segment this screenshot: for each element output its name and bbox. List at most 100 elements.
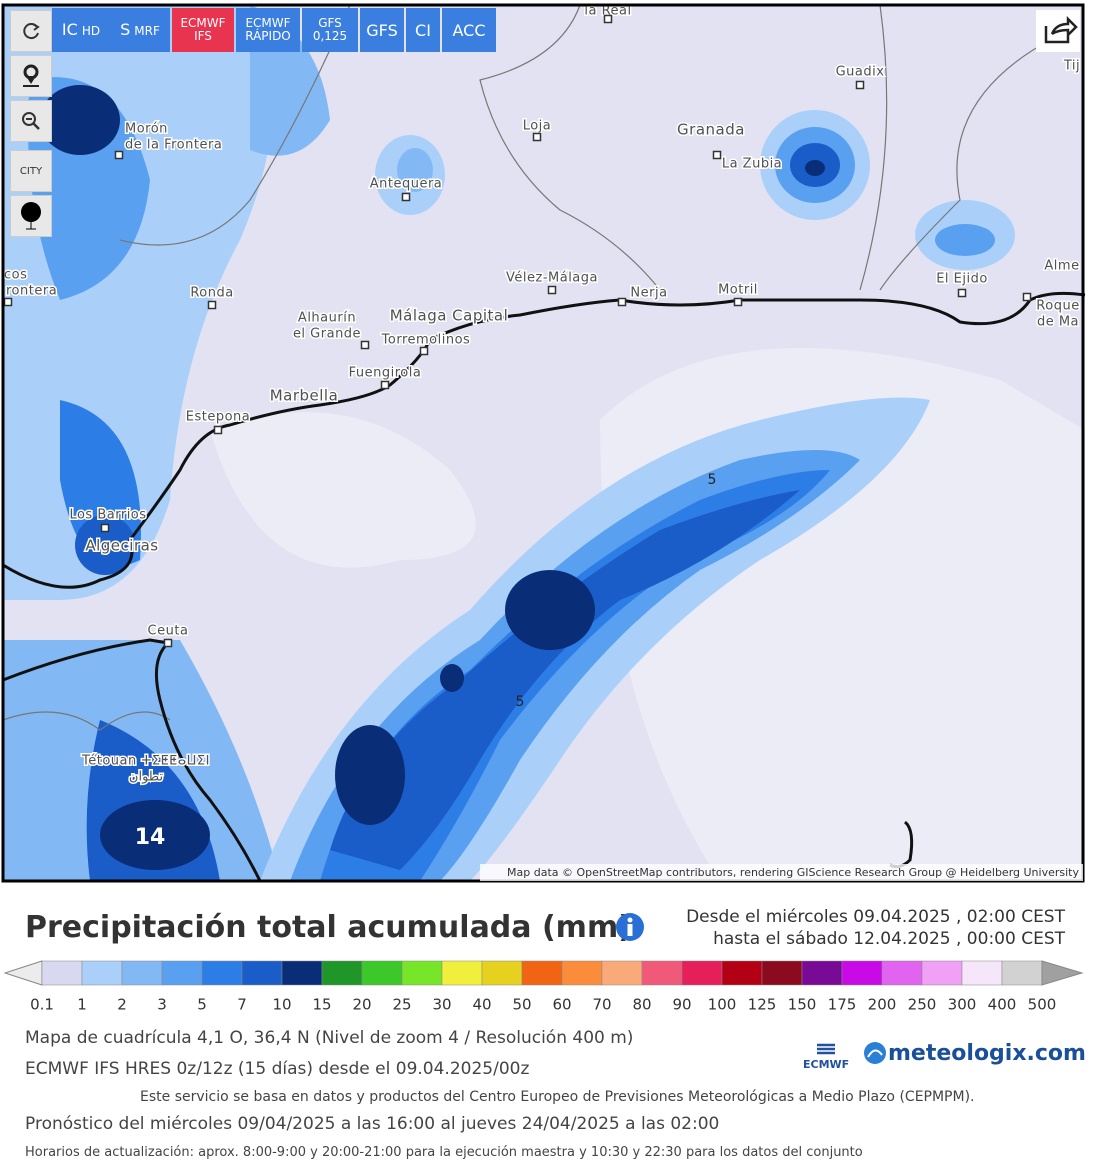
- legend-label: 400: [988, 996, 1017, 1014]
- legend-label: 0.1: [30, 996, 54, 1014]
- toolbar-main: IC: [61, 19, 78, 39]
- city-label: Málaga Capital: [390, 307, 509, 325]
- toolbar-button[interactable]: S MRF: [110, 8, 170, 52]
- refresh-button[interactable]: [10, 10, 52, 52]
- balloon-button[interactable]: [10, 195, 52, 237]
- legend-label: 100: [708, 996, 737, 1014]
- toolbar-button[interactable]: IC HD: [52, 8, 110, 52]
- toolbar-button[interactable]: GFS: [360, 8, 404, 52]
- legend-label: 70: [592, 996, 611, 1014]
- city-label: Motril: [718, 283, 758, 298]
- toolbar-row: S MRF: [120, 21, 160, 38]
- city-marker: [114, 150, 124, 160]
- legend-label: 500: [1028, 996, 1057, 1014]
- legend-label: 50: [512, 996, 531, 1014]
- city-marker: [733, 297, 743, 307]
- legend-swatch: [681, 960, 723, 986]
- city-label: Loja: [523, 119, 552, 134]
- city-label: Morón: [125, 122, 168, 137]
- legend-swatch: [961, 960, 1003, 986]
- legend-label: 25: [392, 996, 411, 1014]
- city-marker: [855, 80, 865, 90]
- legend: 0.1 1 2 3 5 7 10 15 20 25 30 40 50 60 70 80 90 100 125 150 1…: [3, 960, 1084, 1014]
- legend-swatch: [361, 960, 403, 986]
- city-marker: [401, 192, 411, 202]
- legend-label: 40: [472, 996, 491, 1014]
- legend-swatch: [121, 960, 163, 986]
- city-label: Alme: [1044, 259, 1079, 274]
- city-label: La Zubia: [722, 157, 782, 172]
- ecmwf-logo: ECMWF: [803, 1040, 849, 1071]
- legend-label: 200: [868, 996, 897, 1014]
- city-label: Nerja: [630, 286, 667, 301]
- legend-swatch: [1001, 960, 1043, 986]
- precip-field: [3, 5, 1085, 881]
- toolbar-button[interactable]: ACC: [442, 8, 496, 52]
- city-marker: [3, 297, 13, 307]
- toolbar-sub: MRF: [134, 23, 160, 38]
- attribution: Map data © OpenStreetMap contributors, r…: [507, 866, 1079, 879]
- toolbar-line: ECMWF: [180, 16, 226, 30]
- zoom-button[interactable]: [10, 100, 52, 142]
- map-value-label: 5: [708, 472, 717, 488]
- city-label: Alhaurín: [298, 311, 356, 326]
- location-icon: [23, 64, 39, 87]
- ecmwf-logo-text: ECMWF: [803, 1058, 850, 1071]
- city-label: el Grande: [293, 327, 361, 342]
- legend-label: 150: [788, 996, 817, 1014]
- legend-swatch: [281, 960, 323, 986]
- city-label: Guadix: [836, 65, 885, 80]
- city-label: El Ejido: [936, 272, 988, 287]
- legend-label: 5: [197, 996, 207, 1014]
- toolbar-line: 0,125: [312, 29, 348, 43]
- city-label: Roque: [1036, 299, 1079, 314]
- city-label: Algeciras: [85, 537, 158, 555]
- city-marker: [1022, 292, 1032, 302]
- attribution-bg: [480, 864, 1083, 881]
- legend-label: 125: [748, 996, 777, 1014]
- city-marker: [360, 340, 370, 350]
- info-icon[interactable]: [615, 912, 645, 946]
- toolbar-main: ACC: [452, 20, 486, 40]
- meteologix-text: meteologix.com: [888, 1040, 1086, 1066]
- legend-swatch: [321, 960, 363, 986]
- refresh-icon: [23, 23, 40, 40]
- borders: [2, 4, 1051, 731]
- toolbar-button[interactable]: ECMWF IFS: [172, 8, 234, 52]
- legend-swatch: [521, 960, 563, 986]
- city-toggle[interactable]: CITY: [10, 150, 52, 192]
- city-marker: [207, 300, 217, 310]
- city-marker: [712, 150, 722, 160]
- location-button[interactable]: [10, 55, 52, 97]
- city-marker: [419, 346, 429, 356]
- city-marker: [380, 380, 390, 390]
- info-grid: Mapa de cuadrícula 4,1 O, 36,4 N (Nivel …: [25, 1028, 634, 1048]
- toolbar-button[interactable]: CI: [406, 8, 440, 52]
- legend-label: 20: [352, 996, 371, 1014]
- info-model: ECMWF IFS HRES 0z/12z (15 días) desde el…: [25, 1059, 530, 1079]
- legend-swatch: [641, 960, 683, 986]
- city-marker: [532, 132, 542, 142]
- city-marker: [213, 425, 223, 435]
- city-marker: [547, 285, 557, 295]
- legend-swatch: [561, 960, 603, 986]
- city-label: Antequera: [370, 177, 443, 192]
- share-button[interactable]: [1036, 10, 1080, 52]
- city-label: rontera: [6, 284, 57, 299]
- city-label: de la Frontera: [125, 138, 222, 153]
- legend-arrow-high: [1041, 960, 1084, 986]
- city-marker: [100, 523, 110, 533]
- legend-swatch: [761, 960, 803, 986]
- toolbar-button[interactable]: GFS 0,125: [302, 8, 358, 52]
- city-label: Torremolinos: [381, 333, 471, 348]
- toolbar-button[interactable]: ECMWF RÁPIDO: [236, 8, 300, 52]
- toolbar-line: GFS: [318, 16, 342, 30]
- toolbar-row: GFS: [366, 22, 397, 38]
- legend-label: 30: [432, 996, 451, 1014]
- legend-arrow-low: [3, 960, 43, 986]
- balloon-icon: [21, 202, 41, 230]
- period: Desde el miércoles 09.04.2025 , 02:00 CE…: [686, 906, 1065, 950]
- toolbar-sub: HD: [81, 23, 101, 38]
